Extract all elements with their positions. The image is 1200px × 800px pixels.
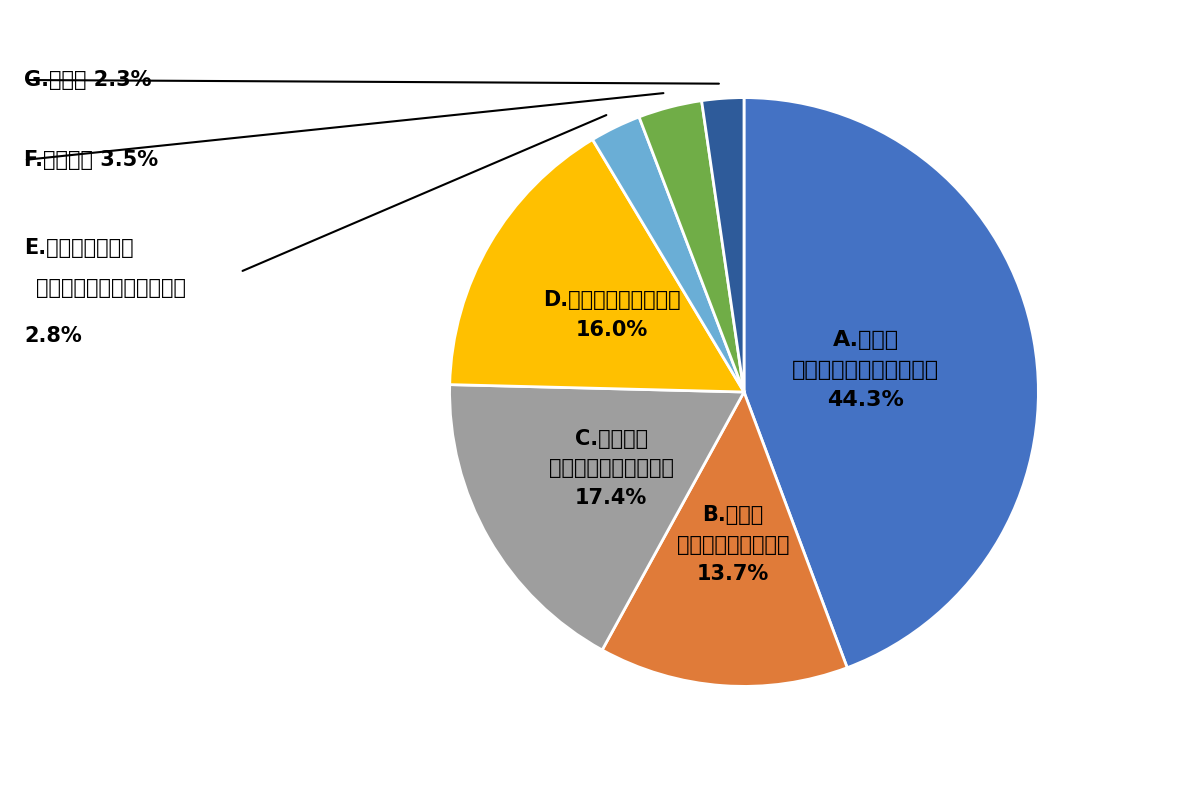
Text: G.　なし 2.3%: G. なし 2.3% xyxy=(24,70,151,90)
Wedge shape xyxy=(593,117,744,392)
Text: B.　お金
（投資・年金など）
13.7%: B. お金 （投資・年金など） 13.7% xyxy=(677,505,790,584)
Wedge shape xyxy=(450,385,744,650)
Wedge shape xyxy=(602,392,847,686)
Text: E.　ファッション: E. ファッション xyxy=(24,238,133,258)
Text: D.　スマホ・パソコン
16.0%: D. スマホ・パソコン 16.0% xyxy=(542,290,680,340)
Wedge shape xyxy=(702,98,744,392)
Text: 2.8%: 2.8% xyxy=(24,326,82,346)
Text: F.　その他 3.5%: F. その他 3.5% xyxy=(24,150,158,170)
Text: C.　暮らし
（片付け・料理など）
17.4%: C. 暮らし （片付け・料理など） 17.4% xyxy=(548,429,673,508)
Text: A.　健康
（栄養学・運動法など）
44.3%: A. 健康 （栄養学・運動法など） 44.3% xyxy=(792,330,940,410)
Wedge shape xyxy=(450,139,744,392)
Text: （着こなし・メイクなど）: （着こなし・メイクなど） xyxy=(36,278,186,298)
Wedge shape xyxy=(744,98,1038,668)
Wedge shape xyxy=(640,101,744,392)
